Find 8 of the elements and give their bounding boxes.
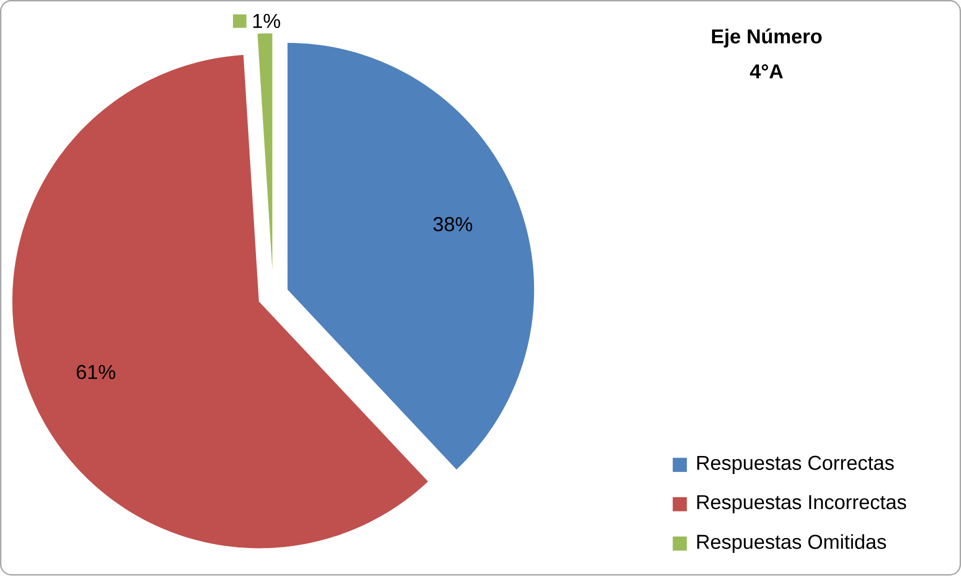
text: 4°A xyxy=(750,64,783,79)
legend-label: Respuestas Incorrectas xyxy=(697,495,906,514)
data-label: 61% xyxy=(76,365,116,380)
legend-label: Respuestas Correctas xyxy=(697,456,894,474)
text: Eje Número xyxy=(712,28,822,48)
data-label: 38% xyxy=(433,217,472,232)
data-label: 1% xyxy=(253,14,280,28)
legend-label: Respuestas Omitidas xyxy=(697,534,886,554)
